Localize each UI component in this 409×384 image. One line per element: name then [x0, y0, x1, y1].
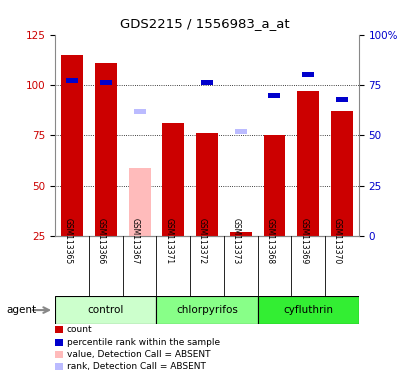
Text: agent: agent	[6, 305, 36, 315]
Bar	[335, 96, 347, 102]
Bar	[200, 80, 213, 86]
Bar	[61, 55, 83, 236]
Bar	[156, 296, 257, 324]
Text: value, Detection Call = ABSENT: value, Detection Call = ABSENT	[67, 350, 210, 359]
Text: GSM113367: GSM113367	[130, 218, 139, 264]
Text: GDS2215 / 1556983_a_at: GDS2215 / 1556983_a_at	[120, 17, 289, 30]
Text: GSM113372: GSM113372	[198, 218, 207, 264]
Text: control: control	[88, 305, 124, 315]
Bar	[234, 129, 246, 134]
Text: GSM113369: GSM113369	[299, 218, 308, 264]
Text: GSM113365: GSM113365	[63, 218, 72, 264]
Text: GSM113366: GSM113366	[97, 218, 106, 264]
Text: GSM113370: GSM113370	[332, 218, 341, 264]
Bar	[162, 123, 184, 236]
Bar	[268, 93, 280, 98]
Bar	[66, 78, 78, 83]
Bar	[263, 136, 285, 236]
Bar	[196, 133, 218, 236]
Text: chlorpyrifos: chlorpyrifos	[176, 305, 237, 315]
Bar	[297, 91, 318, 236]
Text: GSM113368: GSM113368	[265, 218, 274, 264]
Text: percentile rank within the sample: percentile rank within the sample	[67, 338, 219, 347]
Text: count: count	[67, 325, 92, 334]
Bar	[100, 80, 112, 86]
Bar	[330, 111, 352, 236]
Bar	[229, 232, 251, 236]
Bar	[133, 109, 145, 114]
Text: GSM113371: GSM113371	[164, 218, 173, 264]
Bar	[301, 72, 313, 78]
Bar	[95, 63, 117, 236]
Bar	[55, 296, 156, 324]
Text: GSM113373: GSM113373	[231, 218, 240, 264]
Text: cyfluthrin: cyfluthrin	[283, 305, 333, 315]
Text: rank, Detection Call = ABSENT: rank, Detection Call = ABSENT	[67, 362, 205, 371]
Bar	[257, 296, 358, 324]
Bar	[128, 167, 150, 236]
